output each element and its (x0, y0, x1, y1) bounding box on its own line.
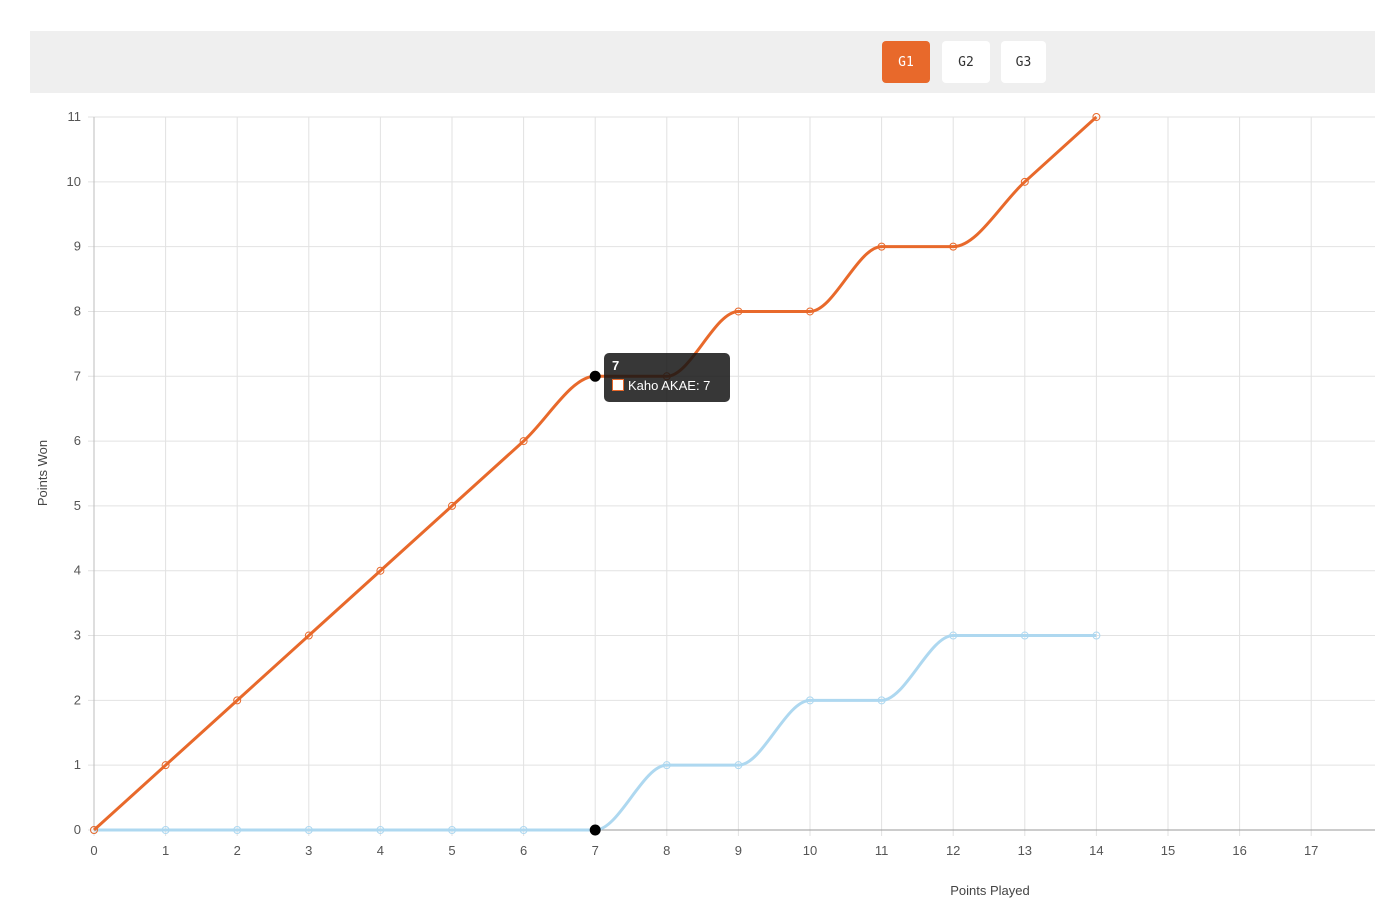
y-tick-label: 2 (74, 692, 81, 707)
x-tick-label: 17 (1304, 843, 1318, 858)
y-tick-label: 11 (68, 109, 82, 124)
x-tick-label: 12 (946, 843, 960, 858)
series-2-point (448, 826, 456, 834)
series-2-point (519, 826, 528, 834)
y-tick-label: 6 (74, 433, 81, 448)
series-1-point (734, 307, 743, 316)
series-2-point (734, 761, 743, 770)
series-2-hover-point (589, 824, 601, 836)
y-tick-label: 1 (74, 757, 81, 772)
x-tick-label: 0 (90, 843, 97, 858)
y-axis-title: Points Won (35, 440, 50, 506)
x-tick-label: 16 (1232, 843, 1246, 858)
x-tick-label: 8 (663, 843, 670, 858)
series-1-point (1092, 113, 1101, 121)
series-1-point (376, 566, 385, 575)
series-2-point (662, 761, 671, 770)
y-tick-label: 3 (74, 628, 81, 643)
series-1-point (949, 242, 958, 251)
series-2-point (1092, 631, 1101, 640)
x-axis-title: Points Played (950, 883, 1030, 898)
x-tick-label: 7 (592, 843, 599, 858)
x-tick-label: 2 (234, 843, 241, 858)
x-tick-label: 9 (735, 843, 742, 858)
y-tick-label: 10 (67, 174, 81, 189)
series-2-point (304, 826, 313, 834)
series-1-point (161, 761, 170, 770)
series-2-point (161, 826, 170, 834)
y-tick-label: 9 (74, 239, 81, 254)
series-1-point (1020, 177, 1029, 186)
x-tick-label: 6 (520, 843, 527, 858)
y-tick-label: 0 (74, 822, 81, 837)
series-1-point (233, 696, 242, 705)
game-selector-bar: G1 G2 G3 (30, 31, 1375, 93)
x-tick-label: 1 (162, 843, 169, 858)
x-tick-label: 15 (1161, 843, 1175, 858)
x-tick-label: 10 (803, 843, 817, 858)
game-2-button[interactable]: G2 (942, 41, 990, 83)
chart-tooltip: 7 Kaho AKAE: 7 (604, 353, 730, 402)
series-1-point (877, 242, 886, 251)
y-tick-label: 8 (74, 303, 81, 318)
x-tick-label: 4 (377, 843, 384, 858)
series-1-point (448, 501, 456, 510)
game-3-button[interactable]: G3 (1001, 41, 1046, 83)
series-1-point (304, 631, 313, 640)
game-1-button[interactable]: G1 (882, 41, 930, 83)
x-tick-label: 5 (448, 843, 455, 858)
x-tick-label: 11 (875, 843, 889, 858)
x-tick-label: 14 (1089, 843, 1103, 858)
series-2-point (949, 631, 958, 640)
series-2-point (376, 826, 385, 834)
series-2-point (1020, 631, 1029, 640)
tooltip-label: Kaho AKAE: 7 (628, 378, 711, 393)
y-tick-label: 5 (74, 498, 81, 513)
y-tick-label: 4 (74, 563, 81, 578)
series-2-point (806, 696, 814, 705)
series-2-line (94, 634, 1097, 832)
series-2-point (877, 696, 886, 705)
series-1-point (519, 437, 528, 446)
series-1-point (806, 307, 814, 316)
y-tick-label: 7 (74, 368, 81, 383)
x-tick-label: 13 (1018, 843, 1032, 858)
x-tick-label: 3 (305, 843, 312, 858)
series-1-point (90, 826, 98, 834)
series-2-point (233, 826, 242, 834)
series-1-hover-point (589, 370, 601, 382)
tooltip-color-swatch (612, 379, 624, 391)
tooltip-title: 7 (612, 358, 620, 373)
